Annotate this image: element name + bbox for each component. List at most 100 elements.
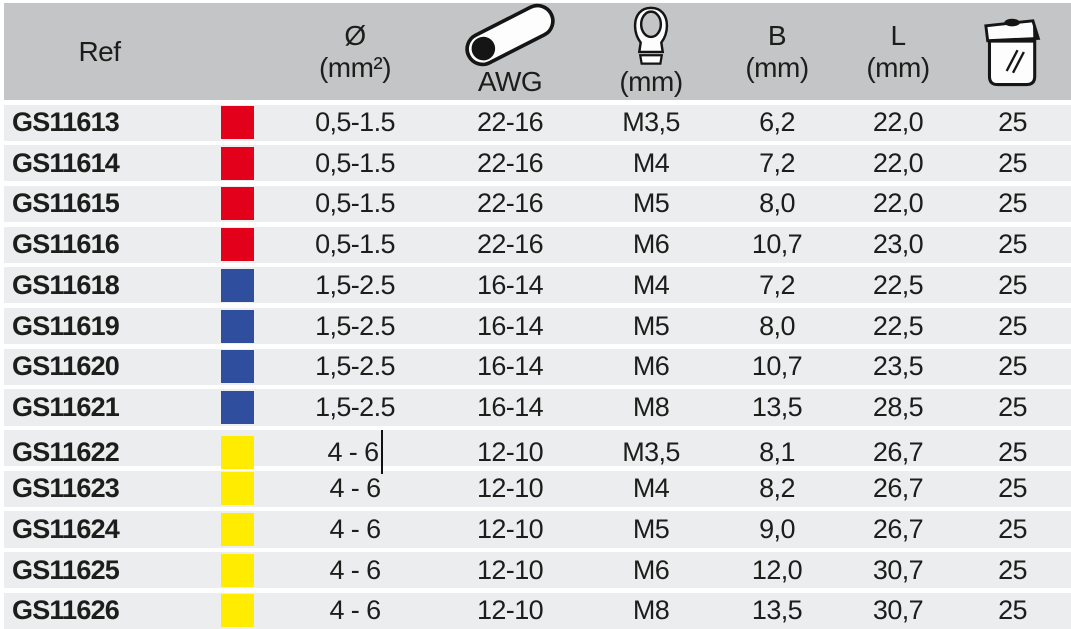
l-dimension-cell: 28,5 <box>872 391 924 422</box>
color-swatch <box>221 309 254 343</box>
color-swatch-cell <box>195 267 280 303</box>
l-dimension-cell: 22,5 <box>872 310 924 341</box>
color-swatch <box>221 472 254 506</box>
thread-size-cell: M8 <box>632 391 670 422</box>
header-l-label: L <box>890 20 906 52</box>
header-awg: AWG <box>430 3 590 97</box>
color-swatch-cell <box>195 593 280 629</box>
awg-cell: 12-10 <box>476 595 544 626</box>
l-dimension-cell: 22,0 <box>872 107 924 138</box>
qty-cell: 25 <box>998 147 1027 178</box>
header-awg-label: AWG <box>477 65 543 97</box>
table-row: GS11614 0,5-1.5 22-16 M4 7,2 22,0 25 <box>4 145 1071 182</box>
ref-cell: GS11624 <box>12 513 120 544</box>
color-swatch <box>221 228 254 262</box>
color-swatch-cell <box>195 227 280 263</box>
l-dimension-cell: 26,7 <box>872 473 924 504</box>
qty-cell: 25 <box>998 310 1027 341</box>
header-ring: (mm) <box>590 6 712 97</box>
color-swatch-cell <box>195 308 280 344</box>
color-swatch-cell <box>195 186 280 222</box>
b-dimension-cell: 7,2 <box>759 147 795 178</box>
thread-size-cell: M4 <box>632 269 670 300</box>
qty-cell: 25 <box>998 391 1027 422</box>
qty-cell: 25 <box>998 269 1027 300</box>
qty-cell: 25 <box>998 513 1027 544</box>
diameter-cell[interactable]: 4 - 6 <box>280 430 430 474</box>
thread-size-cell: M6 <box>632 554 670 585</box>
b-dimension-cell: 10,7 <box>751 351 803 382</box>
color-swatch <box>221 268 254 302</box>
diameter-cell: 0,5-1.5 <box>315 229 395 260</box>
diameter-cell: 1,5-2.5 <box>315 310 395 341</box>
diameter-cell: 1,5-2.5 <box>315 269 395 300</box>
color-swatch <box>221 146 254 180</box>
diameter-cell: 0,5-1.5 <box>315 188 395 219</box>
qty-cell: 25 <box>998 188 1027 219</box>
qty-cell: 25 <box>998 229 1027 260</box>
b-dimension-cell: 13,5 <box>751 595 803 626</box>
ref-cell: GS11614 <box>12 147 120 178</box>
b-dimension-cell: 9,0 <box>759 513 795 544</box>
table-row: GS11626 4 - 6 12-10 M8 13,5 30,7 25 <box>4 592 1071 629</box>
thread-size-cell: M6 <box>632 351 670 382</box>
table-header: Ref Ø (mm²) AWG <box>4 3 1071 100</box>
l-dimension-cell: 30,7 <box>872 554 924 585</box>
awg-cell: 16-14 <box>476 310 544 341</box>
color-swatch-cell <box>195 349 280 385</box>
color-swatch <box>221 435 254 469</box>
header-diameter-symbol: Ø <box>344 20 366 52</box>
awg-cell: 12-10 <box>476 513 544 544</box>
qty-cell: 25 <box>998 436 1027 467</box>
table-row: GS11616 0,5-1.5 22-16 M6 10,7 23,0 25 <box>4 226 1071 263</box>
table-row: GS11623 4 - 6 12-10 M4 8,2 26,7 25 <box>4 470 1071 507</box>
color-swatch <box>221 106 254 140</box>
header-diameter: Ø (mm²) <box>280 20 430 83</box>
thread-size-cell: M5 <box>632 310 670 341</box>
header-diameter-unit: (mm²) <box>318 51 392 83</box>
b-dimension-cell: 8,0 <box>759 310 795 341</box>
thread-size-cell: M5 <box>632 188 670 219</box>
l-dimension-cell: 26,7 <box>872 513 924 544</box>
color-swatch-cell <box>195 105 280 141</box>
color-swatch-cell <box>195 511 280 547</box>
qty-cell: 25 <box>998 351 1027 382</box>
table-row: GS11625 4 - 6 12-10 M6 12,0 30,7 25 <box>4 552 1071 589</box>
qty-cell: 25 <box>998 107 1027 138</box>
color-swatch <box>221 512 254 546</box>
color-swatch-cell <box>195 389 280 425</box>
l-dimension-cell: 30,7 <box>872 595 924 626</box>
table-body: GS11613 0,5-1.5 22-16 M3,5 6,2 22,0 25 G… <box>4 104 1071 629</box>
ref-cell: GS11620 <box>12 351 120 382</box>
ref-cell: GS11619 <box>12 310 120 341</box>
color-swatch <box>221 187 254 221</box>
b-dimension-cell: 8,2 <box>759 473 795 504</box>
header-ring-unit: (mm) <box>619 65 683 97</box>
color-swatch-cell <box>195 471 280 507</box>
diameter-cell: 4 - 6 <box>329 473 381 504</box>
b-dimension-cell: 8,0 <box>759 188 795 219</box>
header-b: B (mm) <box>712 20 842 83</box>
color-swatch <box>221 553 254 587</box>
color-swatch-cell <box>195 430 280 474</box>
ref-cell: GS11621 <box>12 391 120 422</box>
qty-cell: 25 <box>998 595 1027 626</box>
header-ref: Ref <box>4 36 195 67</box>
b-dimension-cell: 12,0 <box>751 554 803 585</box>
diameter-cell: 0,5-1.5 <box>315 147 395 178</box>
ref-cell: GS11623 <box>12 473 120 504</box>
awg-cell: 12-10 <box>476 436 544 467</box>
thread-size-cell: M3,5 <box>622 436 680 467</box>
thread-size-cell: M6 <box>632 229 670 260</box>
l-dimension-cell: 26,7 <box>872 436 924 467</box>
thread-size-cell: M8 <box>632 595 670 626</box>
color-swatch <box>221 350 254 384</box>
ref-cell: GS11615 <box>12 188 120 219</box>
thread-size-cell: M5 <box>632 513 670 544</box>
cable-cross-section-icon <box>460 3 560 67</box>
awg-cell: 22-16 <box>476 188 544 219</box>
table-row: GS11624 4 - 6 12-10 M5 9,0 26,7 25 <box>4 511 1071 548</box>
header-l-unit: (mm) <box>866 51 930 83</box>
table-row: GS11613 0,5-1.5 22-16 M3,5 6,2 22,0 25 <box>4 104 1071 141</box>
b-dimension-cell: 6,2 <box>759 107 795 138</box>
